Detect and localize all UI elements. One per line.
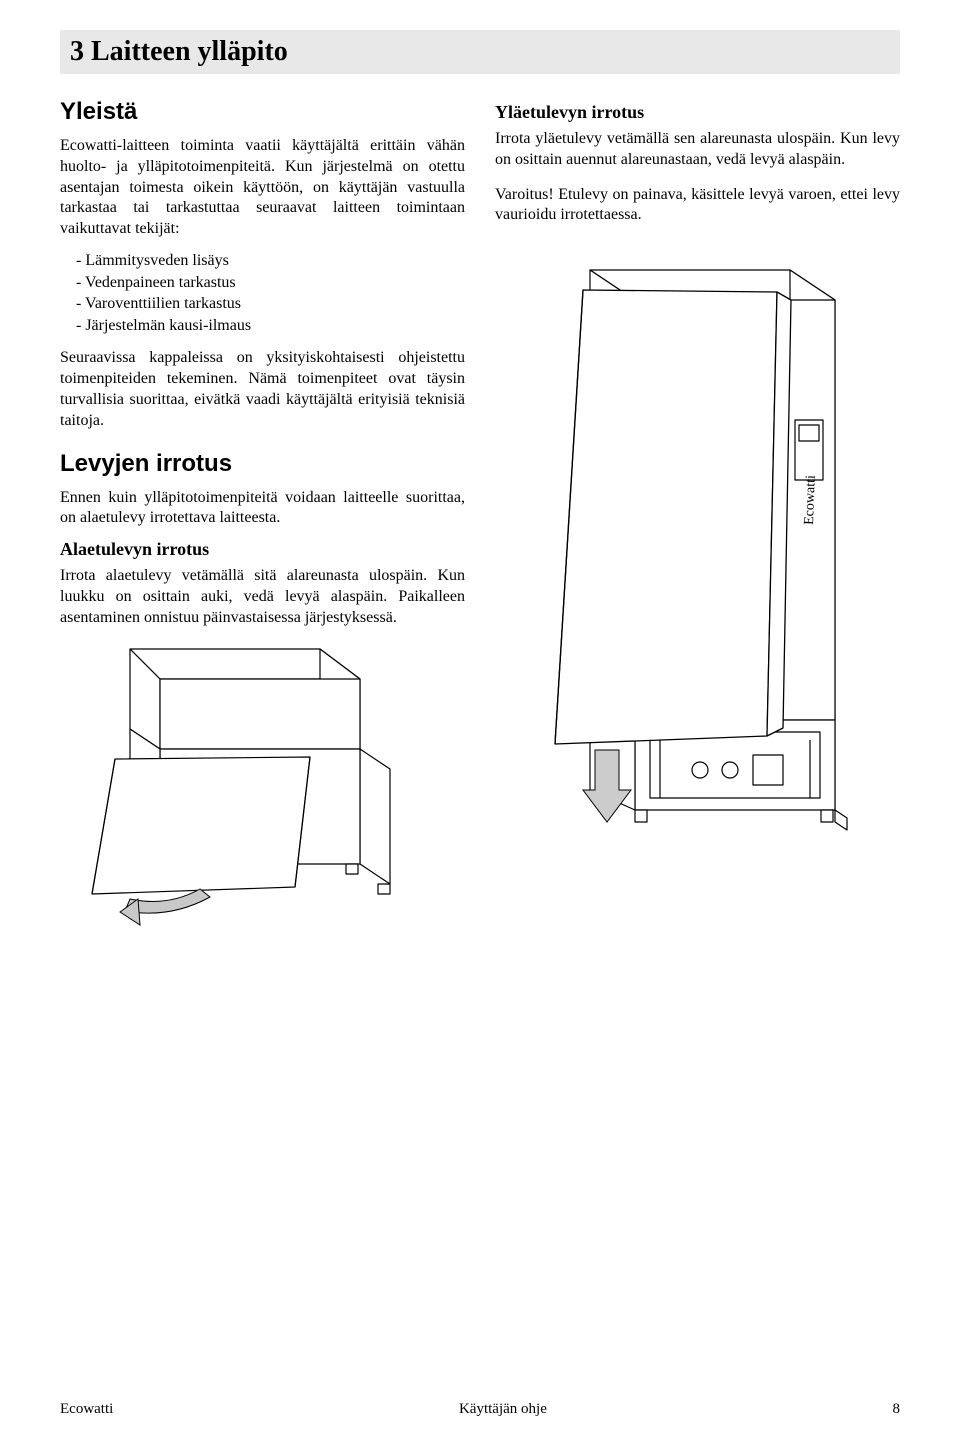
para-varoitus: Varoitus! Etulevy on painava, käsittele … (495, 185, 900, 227)
footer-center: Käyttäjän ohje (459, 1401, 547, 1418)
list-item: Lämmitysveden lisäys (76, 250, 465, 272)
para-levyjen: Ennen kuin ylläpitotoimenpiteitä voidaan… (60, 488, 465, 530)
para-followup: Seuraavissa kappaleissa on yksityiskohta… (60, 348, 465, 431)
content-columns: Yleistä Ecowatti-laitteen toiminta vaati… (60, 98, 900, 944)
list-item: Järjestelmän kausi-ilmaus (76, 315, 465, 337)
heading-alaetulevy: Alaetulevyn irrotus (60, 539, 465, 560)
bullet-list: Lämmitysveden lisäys Vedenpaineen tarkas… (76, 250, 465, 336)
left-column: Yleistä Ecowatti-laitteen toiminta vaati… (60, 98, 465, 944)
svg-text:Ecowatti: Ecowatti (802, 475, 819, 525)
footer-right: 8 (893, 1401, 901, 1418)
lower-panel-svg (60, 639, 420, 939)
heading-levyjen-irrotus: Levyjen irrotus (60, 450, 465, 478)
para-intro: Ecowatti-laitteen toiminta vaatii käyttä… (60, 136, 465, 240)
heading-yleista: Yleistä (60, 98, 465, 126)
chapter-header: 3 Laitteen ylläpito (60, 30, 900, 74)
upper-panel-svg: Ecowatti (495, 250, 875, 890)
figure-upper-panel: Ecowatti (495, 250, 900, 895)
chapter-title: 3 Laitteen ylläpito (70, 36, 890, 68)
figure-lower-panel (60, 639, 465, 944)
para-ylaetulevy: Irrota yläetulevy vetämällä sen alareuna… (495, 129, 900, 171)
footer-left: Ecowatti (60, 1401, 113, 1418)
right-column: Yläetulevyn irrotus Irrota yläetulevy ve… (495, 98, 900, 944)
para-alaetulevy: Irrota alaetulevy vetämällä sitä alareun… (60, 566, 465, 628)
list-item: Vedenpaineen tarkastus (76, 272, 465, 294)
list-item: Varoventtiilien tarkastus (76, 293, 465, 315)
page-footer: Ecowatti Käyttäjän ohje 8 (60, 1401, 900, 1418)
heading-ylaetulevy: Yläetulevyn irrotus (495, 102, 900, 123)
